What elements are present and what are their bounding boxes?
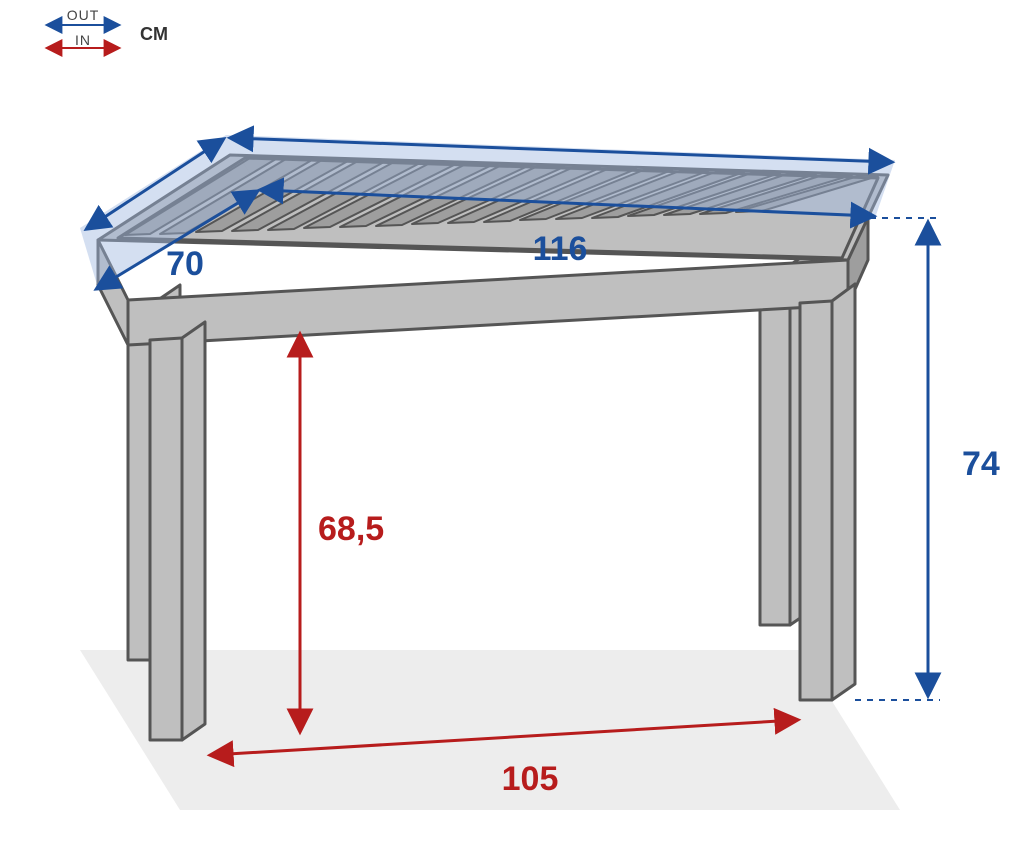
dim-length-out-value: 116	[533, 230, 588, 268]
leg-front-left	[150, 322, 205, 740]
legend: OUT IN CM	[48, 7, 168, 48]
dim-height-in-value: 68,5	[318, 510, 384, 548]
dim-depth-value: 70	[166, 245, 204, 283]
apron-front	[128, 260, 848, 345]
legend-in-label: IN	[75, 32, 91, 48]
dim-height-out-value: 74	[962, 445, 1000, 483]
legend-out-label: OUT	[67, 7, 100, 23]
dim-length-in-value: 105	[502, 760, 559, 798]
legend-unit: CM	[140, 24, 168, 44]
leg-front-right	[800, 284, 855, 700]
dim-height-out: 74	[855, 218, 1000, 700]
